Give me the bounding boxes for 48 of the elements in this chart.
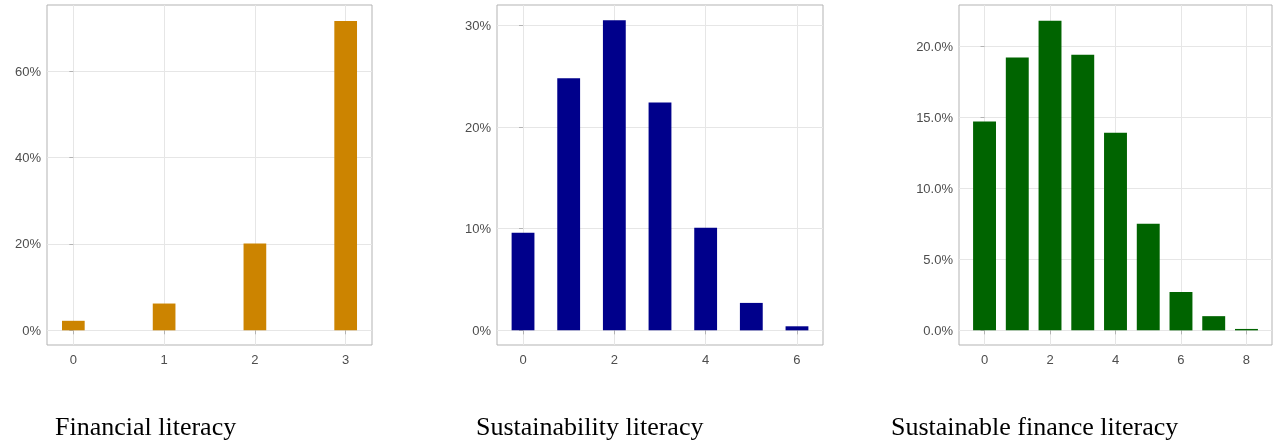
x-tick-label: 2 [251, 352, 259, 367]
bar [785, 326, 809, 331]
x-tick-label: 1 [160, 352, 168, 367]
y-tick-label: 0% [472, 322, 492, 338]
bar [602, 20, 626, 331]
y-tick-label: 60% [14, 63, 42, 79]
x-tick-label: 0 [69, 352, 77, 367]
bar [694, 227, 718, 331]
bar [1005, 57, 1029, 331]
x-tick-label: 0 [519, 352, 527, 367]
bar [1071, 54, 1095, 331]
bar [1202, 316, 1226, 331]
y-tick-label: 40% [14, 150, 42, 165]
x-tick-label: 6 [1177, 352, 1185, 367]
y-tick-label: 30% [464, 17, 492, 33]
bar [511, 232, 535, 331]
y-tick-label: 20.0% [916, 38, 954, 54]
x-tick-label: 4 [1111, 352, 1120, 367]
bar [973, 121, 996, 331]
bar [243, 243, 267, 331]
x-tick-label: 8 [1242, 352, 1251, 367]
bar [648, 102, 672, 331]
bar [152, 303, 176, 331]
y-tick-label: 15.0% [916, 109, 954, 125]
text: Sustainability literacy [476, 411, 704, 441]
bar [1136, 223, 1160, 331]
x-tick-label: 4 [702, 352, 710, 367]
bar [61, 320, 85, 331]
x-tick-label: 3 [342, 352, 350, 367]
y-tick-label: 20% [14, 236, 42, 252]
y-tick-label: 5.0% [923, 251, 954, 267]
text: Sustainable finance literacy [891, 411, 1179, 441]
y-tick-label: 10.0% [916, 180, 954, 196]
x-tick-label: 6 [793, 352, 801, 367]
bar [1104, 132, 1127, 331]
bar [739, 302, 763, 331]
bar [1169, 292, 1193, 331]
y-tick-label: 0.0% [923, 322, 954, 338]
text: Financial literacy [55, 411, 237, 441]
x-tick-label: 2 [610, 352, 618, 367]
bar [1038, 20, 1062, 331]
y-tick-label: 0% [22, 322, 42, 338]
bar [557, 78, 581, 331]
y-tick-label: 20% [464, 119, 492, 135]
x-tick-label: 2 [1046, 352, 1054, 367]
x-tick-label: 0 [980, 352, 989, 367]
y-tick-label: 10% [464, 221, 492, 237]
bar [334, 20, 358, 331]
